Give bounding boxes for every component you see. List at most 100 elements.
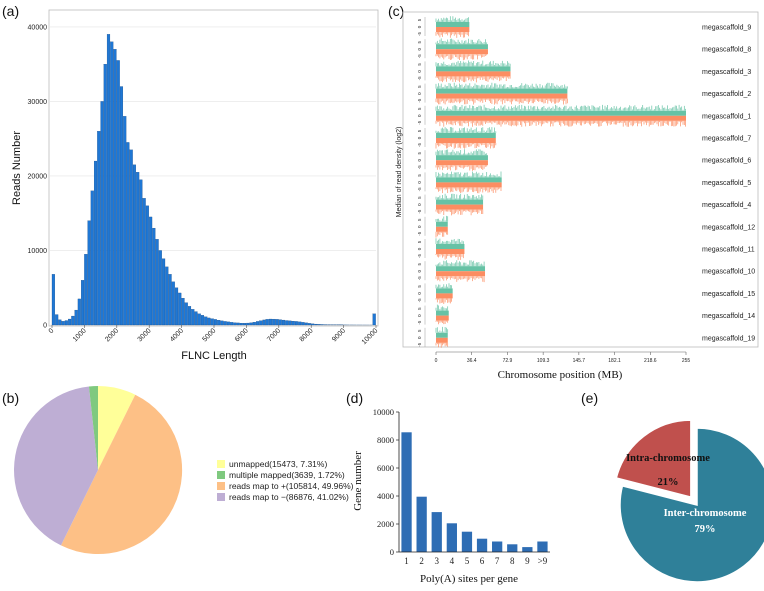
panel-label-b: (b) — [2, 390, 19, 406]
track-megascaffold_11: 5 0 -5 megascaffold_11 — [417, 238, 755, 260]
track-tick-label: 0 — [417, 47, 422, 50]
density-minus-strand — [436, 93, 568, 99]
histogram-bar — [61, 321, 65, 326]
density-minus-strand — [436, 27, 470, 32]
density-spikes-minus — [435, 209, 484, 216]
density-spikes-minus — [435, 276, 485, 283]
density-plus-strand — [436, 332, 448, 338]
histogram-bar — [113, 49, 117, 326]
histogram-bar — [191, 309, 195, 326]
histogram-bar — [307, 323, 311, 326]
bar — [461, 531, 473, 552]
legend-label: unmapped(15473, 7.31%) — [229, 459, 327, 469]
histogram-bar — [226, 321, 230, 326]
density-spikes-plus — [435, 16, 469, 22]
bar — [507, 544, 518, 552]
pie-chromosome-interaction: (e) Inter-chromosome 79% Intra-chromosom… — [581, 390, 764, 583]
track-tick-label: 0 — [417, 114, 422, 117]
track-name-label: megascaffold_3 — [702, 69, 751, 76]
x-tick-label-d: 9 — [525, 556, 530, 566]
histogram-bar — [210, 318, 214, 326]
density-minus-strand — [436, 182, 502, 188]
histogram-bar — [243, 323, 247, 326]
histogram-bar — [187, 306, 192, 326]
x-tick-label-c: 182.1 — [608, 358, 621, 364]
histogram-bar — [90, 190, 94, 326]
histogram-bar — [233, 322, 237, 326]
histogram-bar — [213, 319, 217, 326]
track-name-label: megascaffold_5 — [702, 180, 751, 187]
track-tick-label: 5 — [417, 129, 422, 132]
density-minus-strand — [436, 49, 488, 55]
histogram-bar — [116, 60, 120, 326]
x-tick-label-d: 6 — [480, 556, 485, 566]
track-megascaffold_15: 5 0 -5 megascaffold_15 — [417, 283, 755, 304]
y-tick-label-d: 8000 — [377, 435, 394, 445]
slice-pct-intra: 21% — [658, 477, 679, 488]
plot-frame-c — [402, 11, 759, 348]
bar-polya-sites: (d) 0 2000 4000 6000 8000 10000 1 2 3 4 5 6 7 8 9 >9 Po… — [346, 390, 550, 585]
plot-frame-a — [48, 9, 379, 327]
track-tick-label: 5 — [417, 307, 422, 310]
density-spikes-minus — [435, 98, 568, 105]
histogram-bar — [142, 198, 146, 326]
track-tick-label: 5 — [417, 85, 422, 88]
legend-label: reads map to +(105814, 49.96%) — [229, 481, 354, 491]
histogram-bar — [294, 321, 298, 326]
track-name-label: megascaffold_14 — [702, 313, 755, 320]
x-tick-label-d: 2 — [419, 556, 424, 566]
x-tick-label-c: 109.3 — [537, 358, 550, 364]
density-spikes-plus — [435, 326, 449, 333]
track-tick-label: 5 — [417, 63, 422, 66]
y-tick-label-a: 0 — [43, 323, 47, 330]
x-tick-label-d: 5 — [465, 556, 470, 566]
track-name-label: megascaffold_15 — [702, 291, 755, 298]
histogram-bar — [246, 322, 250, 326]
y-tick-label-d: 2000 — [377, 519, 394, 529]
slice-label-intra: Intra-chromosome — [626, 453, 710, 464]
histogram-bar — [220, 320, 224, 326]
density-spikes-plus — [435, 171, 502, 178]
track-tick-label: 5 — [417, 329, 422, 332]
track-tick-label: 5 — [417, 40, 422, 43]
track-tick-label: -5 — [417, 254, 422, 258]
x-tick-label-a: 1000 — [72, 327, 88, 343]
histogram-bar — [106, 34, 111, 326]
density-spikes-plus — [435, 260, 485, 267]
x-tick-label-a: 6000 — [234, 327, 250, 343]
track-megascaffold_5: 5 0 -5 megascaffold_5 — [417, 171, 751, 194]
x-tick-label-a: 3000 — [137, 327, 153, 343]
bar — [416, 496, 427, 552]
density-spikes-plus — [435, 82, 568, 89]
x-tick-label-c: 0 — [435, 358, 438, 364]
histogram-bar — [171, 281, 175, 326]
x-tick-label-c: 255 — [682, 358, 691, 364]
track-tick-label: -5 — [417, 120, 422, 124]
track-tick-label: 0 — [417, 292, 422, 295]
density-spikes-plus — [435, 149, 488, 156]
legend-swatch — [217, 460, 225, 468]
histogram-bar — [372, 313, 376, 326]
density-plus-strand — [436, 177, 502, 183]
histogram-bar — [126, 142, 130, 326]
density-spikes-minus — [435, 120, 686, 127]
histogram-bar — [311, 323, 315, 326]
density-spikes-minus — [435, 76, 511, 83]
density-plus-strand — [436, 288, 453, 294]
track-tick-label: 5 — [417, 285, 422, 288]
bar — [492, 541, 503, 552]
track-tick-label: 5 — [417, 218, 422, 221]
histogram-bar — [103, 64, 107, 326]
x-tick-label-a: 0 — [48, 327, 56, 335]
y-axis-title-d: Gene number — [352, 451, 364, 511]
histogram-bar — [174, 287, 179, 326]
x-tick-label-a: 7000 — [266, 327, 282, 343]
histogram-bar — [281, 319, 286, 326]
track-megascaffold_10: 5 0 -5 megascaffold_10 — [417, 260, 755, 283]
density-spikes-plus — [435, 304, 449, 311]
panel-label-c: (c) — [388, 3, 404, 19]
histogram-bar — [288, 320, 292, 326]
y-tick-label-a: 40000 — [28, 24, 48, 31]
histogram-bar — [139, 179, 143, 326]
density-minus-strand — [436, 226, 448, 232]
